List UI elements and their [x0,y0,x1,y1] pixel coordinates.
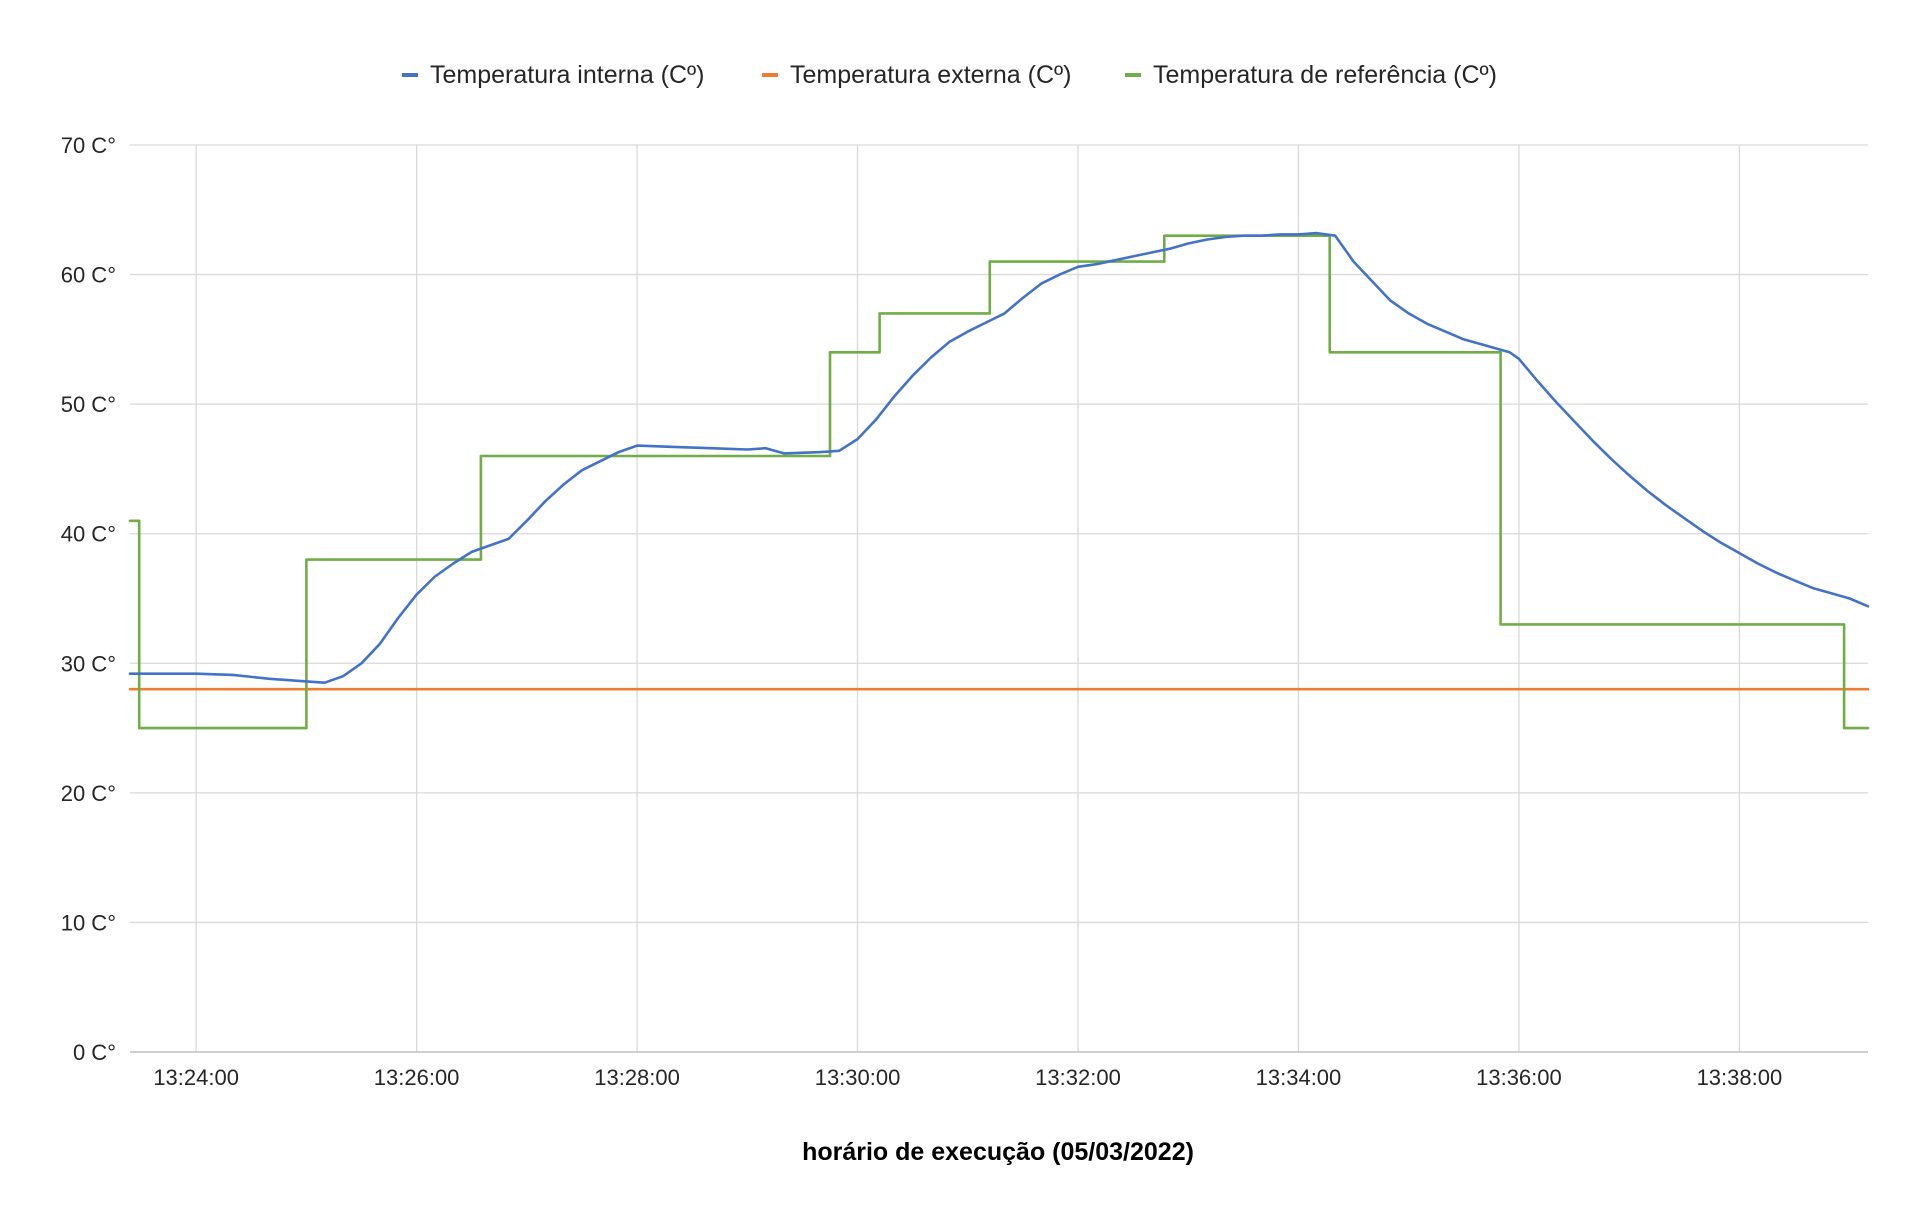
y-tick-label: 60 C° [61,263,116,288]
x-axis-title: horário de execução (05/03/2022) [802,1138,1194,1166]
x-tick-label: 13:30:00 [815,1065,901,1090]
x-tick-label: 13:28:00 [594,1065,680,1090]
y-tick-label: 30 C° [61,651,116,676]
y-tick-label: 70 C° [61,133,116,158]
y-tick-label: 50 C° [61,392,116,417]
grid [130,144,1868,1052]
x-tick-label: 13:32:00 [1035,1065,1121,1090]
y-axis-ticks: 0 C° 10 C° 20 C° 30 C° 40 C° 50 C° 60 C° 70 C° [61,133,116,1065]
x-tick-label: 13:26:00 [374,1065,460,1090]
x-tick-label: 13:34:00 [1256,1065,1342,1090]
series-line-1 [128,231,1870,684]
legend-label: Temperatura interna (Cº) [430,61,705,89]
x-tick-label: 13:24:00 [153,1065,239,1090]
y-tick-label: 0 C° [73,1040,116,1065]
legend-label: Temperatura externa (Cº) [790,61,1071,89]
legend: Temperatura interna (Cº) Temperatura exte… [402,61,1497,89]
x-tick-label: 13:36:00 [1476,1065,1562,1090]
series-line-3 [128,234,1870,730]
legend-label: Temperatura de referência (Cº) [1153,61,1497,89]
y-tick-label: 40 C° [61,522,116,547]
series-layer [128,231,1870,730]
y-tick-label: 20 C° [61,781,116,806]
x-axis-ticks: 13:24:00 13:26:00 13:28:00 13:30:00 13:32:00… [153,1065,1782,1090]
x-tick-label: 13:38:00 [1697,1065,1783,1090]
y-tick-label: 10 C° [61,910,116,935]
